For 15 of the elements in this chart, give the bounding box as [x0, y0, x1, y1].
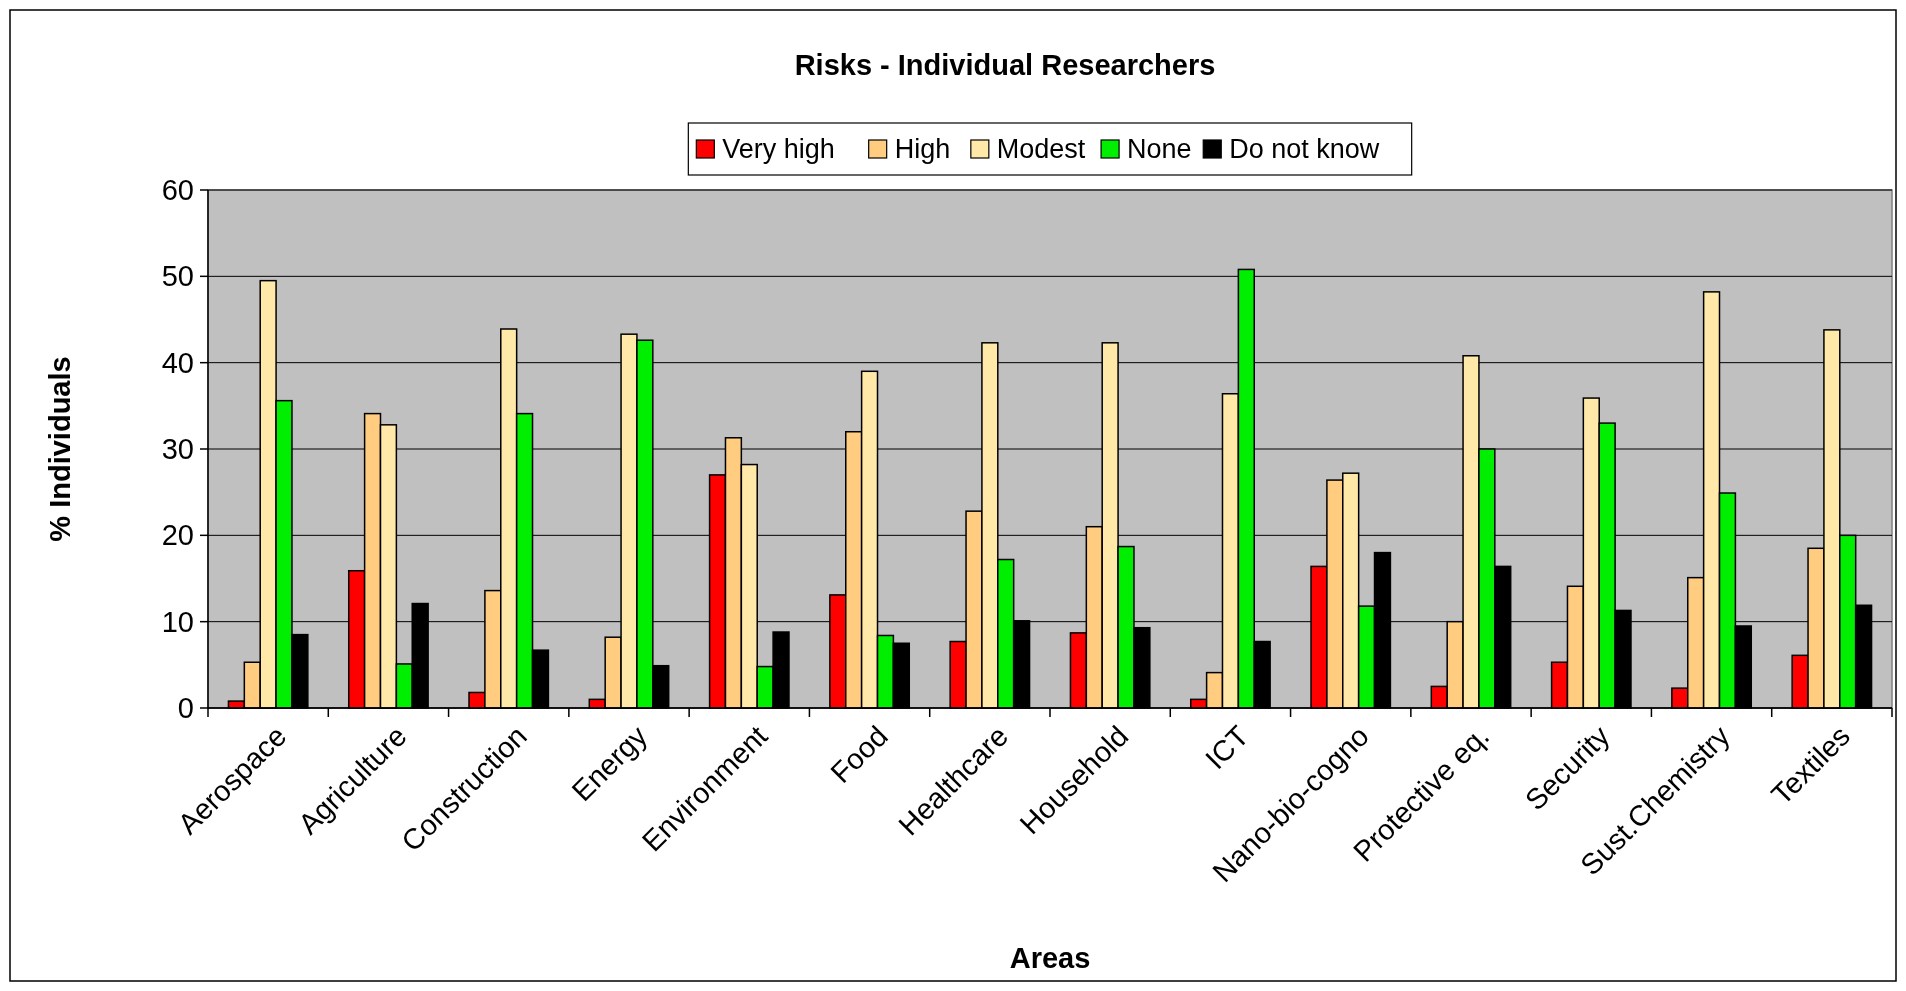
legend-label: Do not know	[1229, 134, 1380, 165]
chart-title: Risks - Individual Researchers	[794, 49, 1216, 82]
x-axis-title: Areas	[1009, 942, 1091, 974]
y-tick-label: 10	[161, 605, 194, 638]
y-tick-label: 40	[161, 346, 194, 379]
legend-label: Modest	[996, 134, 1086, 165]
legend-label: None	[1127, 134, 1192, 165]
y-tick-label: 60	[161, 174, 194, 207]
y-tick-label: 20	[161, 519, 194, 552]
y-tick-label: 0	[177, 692, 194, 725]
legend-label: Very high	[722, 134, 835, 165]
y-tick-label: 50	[161, 260, 194, 293]
legend-label: High	[894, 134, 951, 165]
y-axis-title: % Individuals	[44, 356, 76, 542]
y-tick-label: 30	[161, 433, 194, 466]
